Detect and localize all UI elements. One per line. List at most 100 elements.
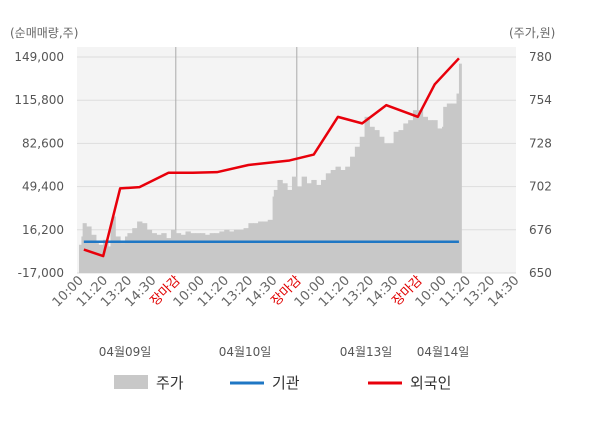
date-label: 04월14일: [417, 345, 470, 359]
price-bar: [132, 228, 138, 273]
price-bar: [408, 120, 414, 273]
price-bar: [451, 103, 458, 274]
price-bar: [115, 236, 121, 273]
price-bar: [306, 183, 312, 273]
price-bar: [267, 219, 274, 273]
price-bar: [219, 231, 225, 273]
price-bar: [180, 234, 186, 273]
price-bar: [354, 146, 361, 273]
price-bar: [456, 93, 460, 273]
price-bar: [170, 229, 177, 273]
price-bar: [161, 233, 167, 273]
price-bar: [253, 223, 259, 273]
price-bar: [427, 120, 433, 273]
price-bar: [412, 110, 419, 274]
price-bar: [200, 233, 206, 273]
price-bar: [185, 231, 191, 273]
price-bar: [95, 243, 99, 273]
price-bar: [258, 221, 264, 273]
price-bar: [79, 244, 82, 273]
price-bar: [398, 130, 404, 273]
date-label: 04월13일: [340, 345, 393, 359]
price-bar: [273, 189, 278, 273]
price-bar: [417, 110, 424, 274]
price-bar: [248, 223, 254, 273]
price-bar: [388, 143, 395, 273]
price-bar: [321, 179, 327, 273]
left-tick-label: 82,600: [22, 136, 64, 150]
price-bar: [98, 244, 104, 273]
price-bar: [442, 126, 444, 274]
price-bar: [301, 176, 307, 273]
left-axis-unit: (순매매량,주): [10, 26, 78, 40]
price-bar: [272, 196, 275, 273]
date-label: 04월10일: [219, 345, 272, 359]
price-bar: [364, 116, 370, 273]
price-bar: [335, 166, 341, 273]
price-bar: [316, 184, 322, 273]
price-bar: [277, 179, 283, 273]
price-bar: [151, 233, 157, 273]
price-bar: [403, 123, 409, 273]
price-bar: [166, 238, 172, 273]
price-bar: [287, 189, 293, 273]
price-bar: [229, 231, 235, 273]
price-bar: [296, 186, 303, 273]
price-bar: [446, 103, 453, 274]
price-bar: [214, 233, 220, 273]
price-bar: [141, 223, 148, 273]
price-bar: [369, 126, 375, 274]
price-bar: [325, 173, 332, 273]
left-tick-label: 49,400: [22, 180, 64, 194]
price-bar: [103, 239, 109, 273]
price-bar: [432, 120, 438, 273]
price-bar: [190, 233, 196, 273]
price-bar: [374, 130, 380, 273]
date-label: 04월09일: [99, 345, 152, 359]
price-bar: [175, 233, 182, 273]
price-bar: [82, 223, 87, 273]
right-tick-label: 676: [529, 223, 552, 237]
legend-swatch-price: [114, 375, 148, 389]
price-bar: [108, 246, 111, 273]
price-bar: [110, 223, 114, 273]
right-tick-label: 754: [529, 93, 552, 107]
left-tick-label: -17,000: [18, 266, 64, 280]
right-tick-label: 702: [529, 180, 552, 194]
price-bar: [120, 243, 126, 273]
price-bar: [350, 156, 356, 273]
right-tick-label: 650: [529, 266, 552, 280]
price-bar: [124, 236, 128, 273]
price-bar: [443, 106, 448, 273]
price-bar: [379, 136, 385, 273]
price-bar: [340, 169, 346, 273]
price-bar: [437, 128, 443, 273]
legend-label-institution: 기관: [272, 374, 300, 392]
legend-label-foreign: 외국인: [410, 374, 451, 392]
price-bar: [209, 233, 216, 273]
price-bar: [282, 183, 288, 273]
foreign-line: [83, 57, 460, 258]
price-bar: [291, 176, 298, 273]
left-tick-label: 16,200: [22, 223, 64, 237]
price-bar: [311, 179, 317, 273]
price-bar: [146, 229, 153, 273]
price-bar: [238, 229, 245, 273]
price-bar: [262, 221, 269, 273]
left-tick-label: 149,000: [14, 50, 64, 64]
price-bar: [112, 216, 116, 273]
price-bar: [127, 233, 133, 273]
price-bar: [86, 226, 92, 273]
left-tick-label: 115,800: [14, 93, 64, 107]
price-bar: [195, 233, 201, 273]
price-bar: [224, 229, 230, 273]
price-bar: [458, 63, 462, 274]
price-bar: [393, 131, 399, 273]
price-bar: [204, 234, 211, 273]
price-bar: [345, 166, 351, 273]
price-bar: [233, 229, 240, 273]
legend: 주가 기관 외국인: [114, 374, 451, 392]
price-bar: [330, 169, 337, 273]
legend-label-price: 주가: [156, 374, 184, 392]
